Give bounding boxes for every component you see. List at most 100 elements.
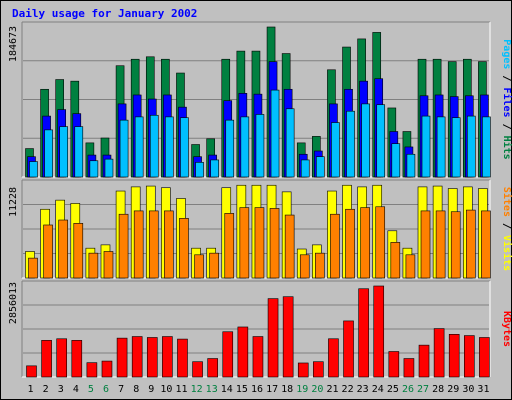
bar-kbytes [418,344,430,378]
x-tick-label: 18 [281,384,293,395]
bar-sites [103,251,114,279]
bar-pages [149,114,159,178]
bar-sites [345,208,355,279]
x-tick-label: 26 [402,384,414,395]
bar-kbytes [328,338,339,378]
x-tick-label: 17 [266,384,278,395]
bar-sites [194,254,204,279]
bar-sites [405,254,416,279]
bar-pages [180,117,189,178]
bar-kbytes [86,362,98,378]
bar-pages [255,114,265,178]
bar-pages [225,119,235,178]
x-tick-label: 7 [118,384,124,395]
legend-entry: KBytes [501,311,512,347]
bar-kbytes [192,361,203,378]
x-tick-label: 31 [477,384,489,395]
bar-sites [435,210,446,279]
x-tick-label: 22 [342,384,354,395]
legend-entry: Files [501,87,512,117]
bar-sites [420,210,431,279]
x-tick-label: 19 [296,384,308,395]
chart-title: Daily usage for January 2002 [12,7,197,20]
bar-sites [284,214,295,279]
bar-sites [148,210,159,279]
bar-pages [391,143,401,178]
bar-pages [44,129,53,178]
panel-traffic: 184673 [8,21,491,178]
bar-sites [481,210,491,279]
x-tick-label: 23 [357,384,369,395]
x-tick-label: 4 [73,384,79,395]
panel-kbytes: 2856013 [8,280,491,378]
bar-sites [224,213,235,279]
bar-sites [375,206,386,279]
bar-sites [73,223,84,279]
x-tick-label: 16 [251,384,263,395]
bar-pages [421,115,431,178]
bar-kbytes [146,337,158,378]
bar-kbytes [177,338,188,378]
bar-pages [89,160,99,178]
x-tick-label: 6 [103,384,109,395]
bar-sites [43,224,53,279]
bar-sites [164,210,174,279]
x-tick-label: 20 [311,384,323,395]
bar-sites [28,257,38,279]
bar-kbytes [237,326,249,378]
bar-pages [316,156,325,178]
bar-kbytes [252,336,264,378]
legend-entry: / [501,69,512,87]
legend-entry: Visits [501,235,512,271]
bar-kbytes [313,361,324,378]
bar-sites [239,207,250,279]
bar-kbytes [56,338,67,378]
x-tick-label: 8 [133,384,139,395]
x-tick-label: 5 [88,384,94,395]
bar-kbytes [358,288,369,378]
legend-entry: / [501,118,512,136]
axis-max-label: 11228 [8,187,19,217]
bar-pages [406,153,416,178]
x-tick-label: 14 [221,384,233,395]
x-tick-label: 28 [432,384,444,395]
legend-visitors: Sites / Visits [501,187,512,271]
x-tick-label: 24 [372,384,384,395]
bar-sites [330,213,340,279]
x-tick-label: 1 [28,384,34,395]
bar-sites [133,210,144,279]
legend-entry: Pages [501,39,512,69]
legend-entry: / [501,217,512,235]
x-tick-label: 13 [206,384,218,395]
x-tick-label: 29 [447,384,459,395]
bar-sites [299,254,310,279]
bar-sites [209,252,219,279]
bar-pages [195,162,204,178]
bar-sites [118,213,129,279]
x-tick-label: 15 [236,384,248,395]
bar-pages [467,115,476,178]
x-tick-label: 9 [148,384,154,395]
legend-kbytes: KBytes [501,311,512,347]
bar-sites [466,209,476,279]
axis-max-label: 2856013 [8,282,19,324]
legend-entry: Sites [501,187,512,217]
x-tick-label: 11 [175,384,187,395]
bar-kbytes [222,331,234,378]
x-tick-label: 21 [326,384,338,395]
x-tick-label: 10 [160,384,172,395]
bar-pages [376,104,386,178]
bar-sites [315,252,325,279]
bar-kbytes [403,358,415,378]
bar-pages [74,126,84,178]
bar-kbytes [388,351,400,378]
bar-kbytes [464,335,475,378]
bar-pages [361,103,370,178]
bar-kbytes [267,298,279,378]
bar-pages [29,161,38,178]
bar-kbytes [297,362,309,378]
x-tick-label: 25 [387,384,399,395]
bar-kbytes [26,365,37,378]
x-tick-label: 27 [417,384,429,395]
